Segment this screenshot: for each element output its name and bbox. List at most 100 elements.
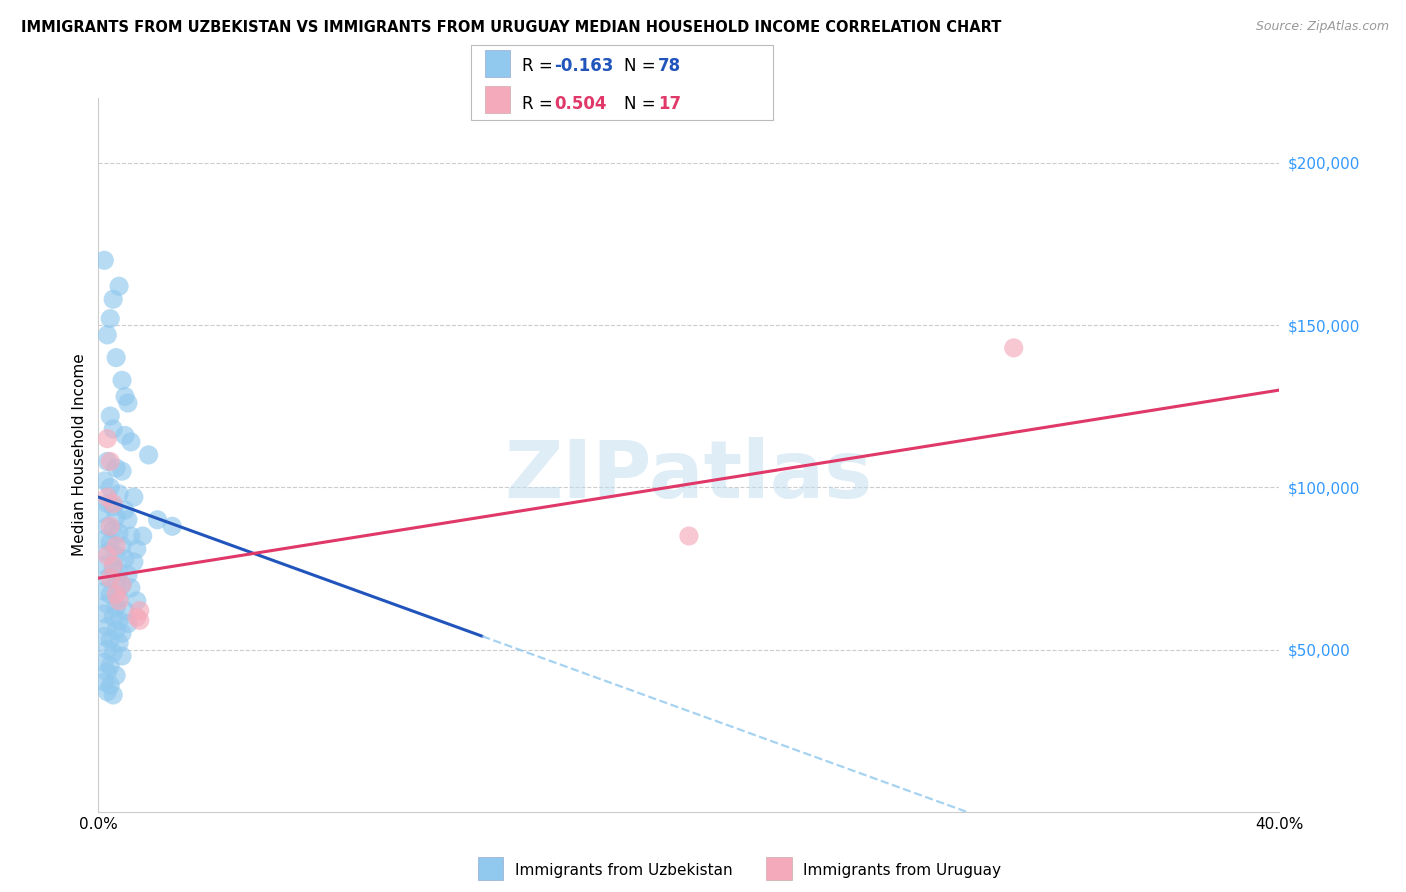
- Point: [678, 529, 700, 543]
- Point: [105, 539, 128, 553]
- Point: [103, 610, 125, 624]
- Point: [114, 604, 136, 618]
- Point: [93, 558, 115, 573]
- Text: Immigrants from Uruguay: Immigrants from Uruguay: [803, 863, 1001, 878]
- Point: [98, 632, 121, 647]
- Point: [98, 519, 121, 533]
- Text: 78: 78: [658, 57, 681, 75]
- Point: [122, 490, 145, 504]
- Point: [93, 584, 115, 599]
- Point: [108, 613, 131, 627]
- Point: [98, 454, 121, 468]
- Point: [96, 327, 118, 342]
- Point: [108, 565, 131, 579]
- Text: N =: N =: [624, 57, 661, 75]
- Point: [120, 581, 142, 595]
- Point: [93, 656, 115, 670]
- Point: [105, 600, 128, 615]
- Point: [103, 292, 125, 306]
- Point: [105, 549, 128, 563]
- Text: R =: R =: [522, 95, 558, 112]
- Point: [93, 630, 115, 644]
- Text: Immigrants from Uzbekistan: Immigrants from Uzbekistan: [515, 863, 733, 878]
- Point: [93, 607, 115, 621]
- Point: [105, 668, 128, 682]
- Point: [96, 519, 118, 533]
- Point: [1002, 341, 1025, 355]
- Point: [125, 610, 148, 624]
- Point: [125, 541, 148, 556]
- Point: [103, 500, 125, 514]
- Point: [108, 279, 131, 293]
- Point: [111, 464, 134, 478]
- Y-axis label: Median Household Income: Median Household Income: [72, 353, 87, 557]
- Point: [93, 675, 115, 690]
- Point: [108, 591, 131, 605]
- Point: [108, 487, 131, 501]
- Point: [146, 513, 169, 527]
- Text: -0.163: -0.163: [554, 57, 613, 75]
- Point: [98, 587, 121, 601]
- Point: [128, 604, 150, 618]
- Point: [93, 253, 115, 268]
- Point: [93, 474, 115, 488]
- Point: [111, 577, 134, 591]
- Text: 0.504: 0.504: [554, 95, 606, 112]
- Point: [108, 636, 131, 650]
- Point: [122, 555, 145, 569]
- Point: [105, 351, 128, 365]
- Point: [105, 587, 128, 601]
- Point: [105, 574, 128, 589]
- Point: [128, 613, 150, 627]
- Text: Source: ZipAtlas.com: Source: ZipAtlas.com: [1256, 20, 1389, 33]
- Point: [111, 626, 134, 640]
- Point: [120, 529, 142, 543]
- Point: [103, 558, 125, 573]
- Point: [117, 616, 139, 631]
- Point: [98, 571, 121, 585]
- Point: [117, 513, 139, 527]
- Point: [117, 396, 139, 410]
- Point: [103, 688, 125, 702]
- Point: [96, 497, 118, 511]
- Point: [120, 434, 142, 449]
- Text: R =: R =: [522, 57, 558, 75]
- Point: [96, 684, 118, 698]
- Point: [111, 577, 134, 591]
- Point: [108, 525, 131, 540]
- Point: [105, 461, 128, 475]
- Point: [98, 658, 121, 673]
- Point: [132, 529, 155, 543]
- Point: [98, 311, 121, 326]
- Point: [105, 509, 128, 524]
- Point: [103, 523, 125, 537]
- Point: [111, 648, 134, 663]
- Text: N =: N =: [624, 95, 661, 112]
- Point: [125, 594, 148, 608]
- Point: [111, 373, 134, 387]
- Point: [96, 665, 118, 680]
- Point: [96, 597, 118, 611]
- Point: [98, 409, 121, 423]
- Text: 17: 17: [658, 95, 681, 112]
- Point: [117, 568, 139, 582]
- Point: [96, 545, 118, 559]
- Point: [98, 480, 121, 494]
- Text: IMMIGRANTS FROM UZBEKISTAN VS IMMIGRANTS FROM URUGUAY MEDIAN HOUSEHOLD INCOME CO: IMMIGRANTS FROM UZBEKISTAN VS IMMIGRANTS…: [21, 20, 1001, 35]
- Point: [96, 571, 118, 585]
- Point: [138, 448, 160, 462]
- Text: ZIPatlas: ZIPatlas: [505, 437, 873, 516]
- Point: [98, 678, 121, 692]
- Point: [114, 551, 136, 566]
- Point: [103, 646, 125, 660]
- Point: [105, 623, 128, 637]
- Point: [96, 642, 118, 657]
- Point: [96, 432, 118, 446]
- Point: [96, 490, 118, 504]
- Point: [103, 497, 125, 511]
- Point: [114, 428, 136, 442]
- Point: [90, 506, 112, 520]
- Point: [98, 535, 121, 549]
- Point: [96, 549, 118, 563]
- Point: [103, 422, 125, 436]
